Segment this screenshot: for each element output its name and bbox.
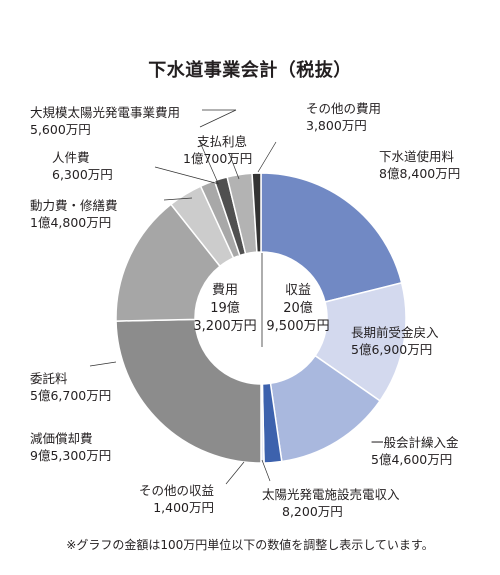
label-name: その他の費用 xyxy=(306,101,382,116)
leader-line xyxy=(225,461,245,485)
label-name: 動力費・修繕費 xyxy=(30,198,118,213)
center-expense-line1: 19億 xyxy=(210,301,240,316)
leader-line xyxy=(261,459,271,482)
label-expense-3: 人件費 6,300万円 xyxy=(52,149,113,183)
label-amount: 5億6,700万円 xyxy=(30,388,112,403)
label-amount: 1,400万円 xyxy=(153,500,214,515)
label-amount: 5億6,900万円 xyxy=(351,342,433,357)
center-expense-line2: 3,200万円 xyxy=(193,319,257,334)
label-amount: 5,600万円 xyxy=(30,122,91,137)
label-amount: 8億8,400万円 xyxy=(379,166,461,181)
label-revenue-3: 太陽光発電施設売電収入 8,200万円 xyxy=(262,486,400,520)
center-revenue-line1: 20億 xyxy=(283,301,313,316)
label-name: 大規模太陽光発電事業費用 xyxy=(30,105,181,120)
label-amount: 5億4,600万円 xyxy=(371,452,453,467)
label-name: 太陽光発電施設売電収入 xyxy=(262,487,400,502)
leader-line xyxy=(154,166,220,185)
footnote: ※グラフの金額は100万円単位以下の数値を調整し表示しています。 xyxy=(66,538,434,552)
label-amount: 1億4,800万円 xyxy=(30,215,112,230)
leader-line xyxy=(163,197,193,201)
leader-line xyxy=(257,141,277,173)
leader-line xyxy=(89,361,117,367)
chart-title: 下水道事業会計（税抜） xyxy=(148,60,352,81)
expense-slice-0 xyxy=(115,318,262,464)
label-amount: 9億5,300万円 xyxy=(30,448,112,463)
label-amount: 6,300万円 xyxy=(52,167,113,182)
leader-line xyxy=(198,139,219,184)
label-expense-6: その他の費用 3,800万円 xyxy=(306,100,381,134)
label-revenue-4: その他の収益 1,400万円 xyxy=(139,482,214,516)
label-revenue-2: 一般会計繰入金 5億4,600万円 xyxy=(371,434,459,468)
label-name: 一般会計繰入金 xyxy=(371,435,459,450)
center-revenue-label: 収益 xyxy=(284,283,311,298)
label-name: 減価償却費 xyxy=(30,431,93,446)
label-name: 下水道使用料 xyxy=(379,149,455,164)
label-name: 支払利息 xyxy=(197,134,248,149)
leader-line xyxy=(199,109,237,128)
label-name: 人件費 xyxy=(52,150,90,165)
label-expense-0: 減価償却費 9億5,300万円 xyxy=(30,430,111,464)
label-expense-1: 委託料 5億6,700万円 xyxy=(30,370,111,404)
label-expense-2: 動力費・修繕費 1億4,800万円 xyxy=(30,197,118,231)
label-amount: 8,200万円 xyxy=(282,504,343,519)
label-revenue-0: 下水道使用料 8億8,400万円 xyxy=(379,148,460,182)
revenue-slice-0 xyxy=(260,172,403,303)
center-revenue: 収益 20億 9,500万円 xyxy=(266,282,330,336)
label-amount: 3,800万円 xyxy=(306,118,367,133)
center-expense: 費用 19億 3,200万円 xyxy=(193,282,257,336)
label-name: その他の収益 xyxy=(138,483,214,498)
label-amount: 1億700万円 xyxy=(183,151,253,166)
center-expense-label: 費用 xyxy=(211,283,238,298)
label-name: 委託料 xyxy=(30,371,68,386)
label-revenue-1: 長期前受金戻入 5億6,900万円 xyxy=(351,324,439,358)
leader-line xyxy=(228,152,240,180)
label-expense-5: 支払利息 1億700万円 xyxy=(183,133,252,167)
expense-slice-6 xyxy=(251,172,262,253)
label-expense-4: 大規模太陽光発電事業費用 5,600万円 xyxy=(30,104,180,138)
center-revenue-line2: 9,500万円 xyxy=(266,319,330,334)
label-name: 長期前受金戻入 xyxy=(351,325,439,340)
